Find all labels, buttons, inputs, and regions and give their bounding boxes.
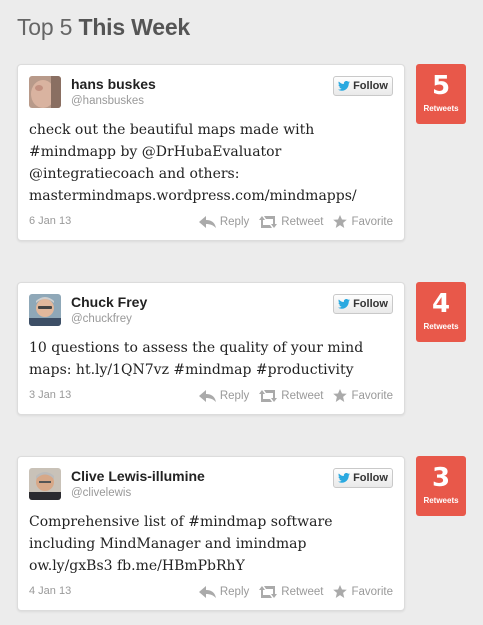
reply-button[interactable]: Reply [198, 585, 250, 598]
twitter-bird-icon [338, 473, 351, 483]
follow-label: Follow [353, 298, 388, 310]
follow-button[interactable]: Follow [333, 294, 393, 314]
tweet-text: Comprehensive list of #mindmap software … [29, 511, 388, 577]
page-title: Top 5 This Week [17, 14, 190, 41]
retweet-button[interactable]: Retweet [259, 389, 323, 402]
reply-label: Reply [219, 389, 250, 402]
retweet-button[interactable]: Retweet [259, 585, 323, 598]
author-handle[interactable]: @chuckfrey [71, 313, 132, 325]
author-handle[interactable]: @hansbuskes [71, 95, 145, 107]
avatar[interactable] [29, 294, 61, 326]
retweet-icon [259, 215, 278, 228]
tweet-line: check out the beautiful maps made with [29, 122, 315, 138]
favorite-label: Favorite [351, 585, 393, 598]
twitter-bird-icon [338, 81, 351, 91]
retweet-count-badge: 4 Retweets [416, 282, 466, 342]
tweet-actions: Reply Retweet Favorite [198, 389, 393, 402]
reply-icon [198, 389, 216, 402]
author-handle[interactable]: @clivelewis [71, 487, 132, 499]
reply-icon [198, 585, 216, 598]
follow-label: Follow [353, 80, 388, 92]
favorite-button[interactable]: Favorite [333, 389, 393, 402]
tweet-card: hans buskes @hansbuskes Follow check out… [17, 64, 405, 241]
tweet-line: 10 questions to assess the quality of yo… [29, 340, 364, 356]
star-icon [333, 585, 348, 598]
tweet-date[interactable]: 6 Jan 13 [29, 215, 72, 227]
tweet-line[interactable]: ow.ly/gxBs3 fb.me/HBmPbRhY [29, 558, 245, 574]
favorite-button[interactable]: Favorite [333, 585, 393, 598]
reply-button[interactable]: Reply [198, 389, 250, 402]
tweet-line: including MindManager and imindmap [29, 536, 307, 552]
follow-button[interactable]: Follow [333, 76, 393, 96]
tweet-text: check out the beautiful maps made with #… [29, 119, 388, 207]
retweet-label: Retweet [281, 585, 324, 598]
avatar[interactable] [29, 468, 61, 500]
tweet-line[interactable]: #mindmapp by @DrHubaEvaluator [29, 144, 282, 160]
retweet-count: 5 [431, 71, 451, 101]
tweet-card: Chuck Frey @chuckfrey Follow 10 question… [17, 282, 405, 415]
retweets-label: Retweets [423, 496, 459, 505]
favorite-label: Favorite [351, 215, 393, 228]
tweet-actions: Reply Retweet Favorite [198, 585, 393, 598]
title-emphasis: This Week [78, 14, 191, 40]
reply-button[interactable]: Reply [198, 215, 250, 228]
favorite-label: Favorite [351, 389, 393, 402]
author-name[interactable]: Chuck Frey [71, 294, 148, 310]
retweets-label: Retweets [423, 322, 459, 331]
tweet-date[interactable]: 3 Jan 13 [29, 389, 72, 401]
tweet-line[interactable]: maps: ht.ly/1QN7vz #mindmap #productivit… [29, 362, 354, 378]
follow-button[interactable]: Follow [333, 468, 393, 488]
tweet-date[interactable]: 4 Jan 13 [29, 585, 72, 597]
star-icon [333, 215, 348, 228]
retweet-button[interactable]: Retweet [259, 215, 323, 228]
tweet-actions: Reply Retweet Favorite [198, 215, 393, 228]
star-icon [333, 389, 348, 402]
reply-label: Reply [219, 585, 250, 598]
retweet-count: 4 [431, 289, 451, 319]
retweets-label: Retweets [423, 104, 459, 113]
tweet-line: Comprehensive list of #mindmap software [29, 514, 333, 530]
favorite-button[interactable]: Favorite [333, 215, 393, 228]
tweet-card: Clive Lewis-illumine @clivelewis Follow … [17, 456, 405, 611]
retweet-label: Retweet [281, 215, 324, 228]
reply-label: Reply [219, 215, 250, 228]
retweet-count-badge: 5 Retweets [416, 64, 466, 124]
author-name[interactable]: Clive Lewis-illumine [71, 468, 205, 484]
tweet-line[interactable]: mastermindmaps.wordpress.com/mindmapps/ [29, 188, 357, 204]
title-prefix: Top 5 [17, 14, 73, 40]
retweet-icon [259, 389, 278, 402]
retweet-label: Retweet [281, 389, 324, 402]
tweet-text: 10 questions to assess the quality of yo… [29, 337, 388, 381]
retweet-count-badge: 3 Retweets [416, 456, 466, 516]
avatar[interactable] [29, 76, 61, 108]
author-name[interactable]: hans buskes [71, 76, 156, 92]
retweet-icon [259, 585, 278, 598]
reply-icon [198, 215, 216, 228]
follow-label: Follow [353, 472, 388, 484]
tweet-line[interactable]: @integratiecoach and others: [29, 166, 240, 182]
twitter-bird-icon [338, 299, 351, 309]
retweet-count: 3 [431, 463, 451, 493]
